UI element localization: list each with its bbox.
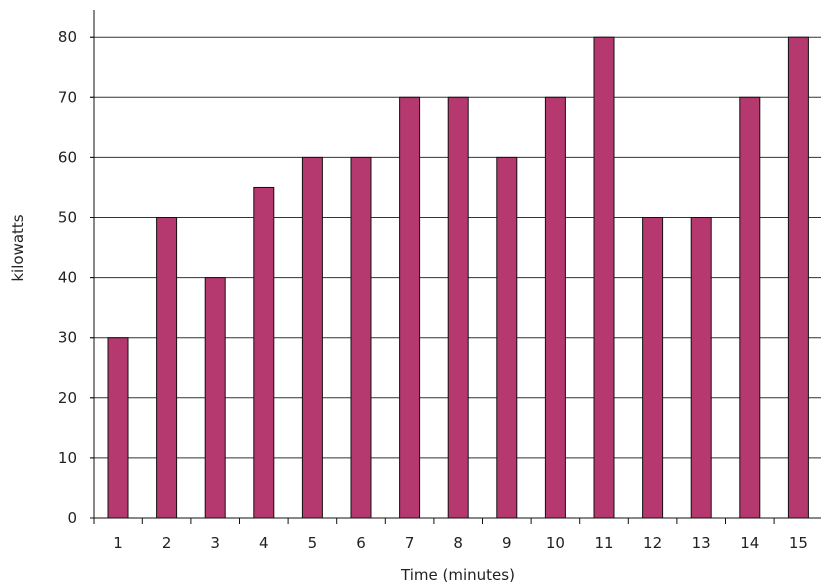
y-tick-label: 0 xyxy=(67,509,77,527)
y-axis-label: kilowatts xyxy=(9,214,27,281)
x-tick-label: 1 xyxy=(113,534,123,552)
y-tick-label: 80 xyxy=(58,28,77,46)
bar xyxy=(496,156,518,519)
bar xyxy=(544,96,566,519)
bar xyxy=(204,277,226,519)
bar xyxy=(787,36,809,519)
bar xyxy=(642,217,664,519)
bar xyxy=(253,186,275,519)
y-tick-label: 60 xyxy=(58,148,77,166)
x-tick-label: 6 xyxy=(356,534,366,552)
y-tick-label: 30 xyxy=(58,329,77,347)
x-tick-label: 13 xyxy=(692,534,711,552)
x-axis-label: Time (minutes) xyxy=(400,566,515,584)
y-ticks: 0 10 20 30 40 50 60 70 80 xyxy=(58,28,94,527)
x-tick-label: 2 xyxy=(162,534,172,552)
bar xyxy=(301,156,323,519)
x-ticks: 1 2 3 4 5 6 7 8 9 10 11 12 13 14 15 xyxy=(113,518,808,552)
axes xyxy=(90,10,821,524)
bar xyxy=(447,96,469,519)
bar xyxy=(690,217,712,519)
x-tick-label: 7 xyxy=(405,534,415,552)
y-tick-label: 50 xyxy=(58,209,77,227)
x-tick-label: 11 xyxy=(594,534,613,552)
bars xyxy=(107,36,809,519)
x-tick-label: 8 xyxy=(453,534,463,552)
x-tick-label: 4 xyxy=(259,534,269,552)
y-tick-label: 40 xyxy=(58,269,77,287)
bar xyxy=(350,156,372,519)
bar xyxy=(739,96,761,519)
bar xyxy=(593,36,615,519)
x-tick-label: 15 xyxy=(789,534,808,552)
x-tick-label: 3 xyxy=(210,534,220,552)
x-tick-label: 5 xyxy=(308,534,318,552)
x-tick-label: 14 xyxy=(740,534,759,552)
bar xyxy=(399,96,421,519)
bar xyxy=(156,217,178,519)
y-tick-label: 20 xyxy=(58,389,77,407)
y-tick-label: 70 xyxy=(58,88,77,106)
bar xyxy=(107,337,129,519)
x-tick-label: 9 xyxy=(502,534,512,552)
y-tick-label: 10 xyxy=(58,449,77,467)
x-tick-label: 10 xyxy=(546,534,565,552)
x-tick-label: 12 xyxy=(643,534,662,552)
